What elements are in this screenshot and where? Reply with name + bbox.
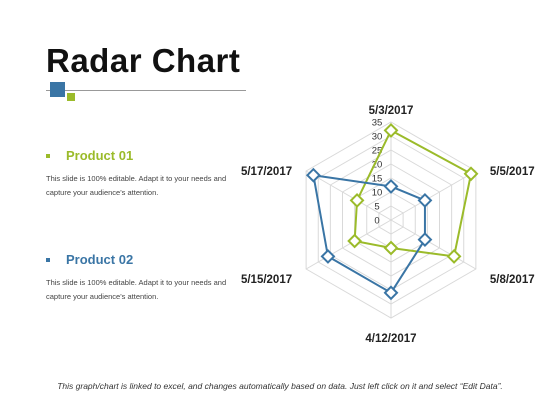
axis-label-0: 5/3/2017 [369, 105, 414, 117]
tick-label: 10 [372, 188, 383, 199]
axis-label-2: 5/8/2017 [490, 274, 535, 286]
page-title: Radar Chart [46, 42, 241, 79]
title-underline [46, 90, 246, 91]
data-point-s2-1 [417, 192, 433, 208]
axis-label-1: 5/5/2017 [490, 166, 535, 178]
bullet-icon [46, 153, 50, 158]
decor-square-green [67, 93, 75, 101]
axis-label-3: 4/12/2017 [365, 333, 416, 345]
legend-product-02: Product 02 This slide is 100% editable. … [46, 252, 231, 304]
tick-label: 35 [372, 118, 383, 129]
legend-product-02-desc: This slide is 100% editable. Adapt it to… [46, 278, 227, 301]
data-point-s1-4 [347, 233, 363, 249]
tick-label: 20 [372, 160, 383, 171]
legend-product-01-name: Product 01 [66, 148, 134, 163]
data-point-s1-3 [383, 240, 399, 256]
tick-label: 0 [374, 216, 379, 227]
grid-spoke-1 [390, 170, 477, 221]
axis-label-4: 5/15/2017 [241, 274, 292, 286]
data-point-s1-2 [446, 248, 462, 264]
data-point-s2-3 [383, 285, 399, 301]
tick-label: 5 [374, 202, 379, 213]
data-point-s2-5 [305, 167, 321, 183]
data-point-s2-4 [320, 248, 336, 264]
data-point-s1-0 [383, 122, 399, 138]
grid-spoke-5 [305, 170, 392, 221]
grid-spoke-4 [305, 219, 392, 270]
legend-product-01-desc: This slide is 100% editable. Adapt it to… [46, 174, 227, 197]
tick-label: 15 [372, 174, 383, 185]
tick-label: 30 [372, 132, 383, 143]
data-point-s1-5 [349, 192, 365, 208]
footer-note: This graph/chart is linked to excel, and… [57, 381, 503, 391]
grid-spoke-2 [390, 219, 477, 270]
decor-square-blue [50, 82, 65, 97]
data-point-s1-1 [463, 166, 479, 182]
legend-product-02-name: Product 02 [66, 252, 134, 267]
tick-label: 25 [372, 146, 383, 157]
data-point-s2-0 [383, 178, 399, 194]
bullet-icon [46, 257, 50, 262]
data-point-s2-2 [417, 232, 433, 248]
legend-product-01: Product 01 This slide is 100% editable. … [46, 148, 231, 200]
axis-label-5: 5/17/2017 [241, 166, 292, 178]
